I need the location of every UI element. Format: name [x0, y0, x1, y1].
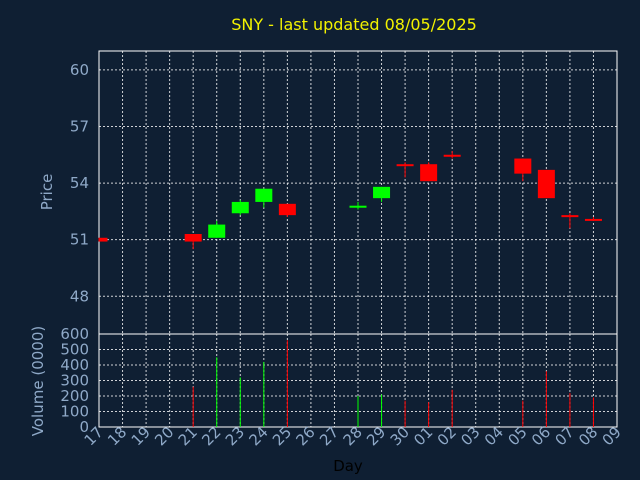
candle-body	[99, 237, 108, 242]
price-y-ticks: 48 51 54 57 60	[70, 61, 89, 305]
price-tick-label: 54	[70, 174, 89, 192]
volume-tick-label: 600	[60, 325, 89, 343]
x-axis-label: Day	[333, 457, 363, 475]
candle-body	[255, 188, 273, 202]
price-tick-label: 60	[70, 61, 89, 79]
candle-body	[396, 164, 414, 167]
price-tick-label: 57	[70, 117, 89, 135]
price-tick-label: 51	[70, 231, 89, 249]
volume-tick-label: 0	[79, 418, 89, 436]
candle-body	[373, 186, 391, 199]
candle-body	[208, 224, 226, 238]
price-tick-label: 48	[70, 287, 89, 305]
candle-body	[349, 205, 367, 208]
chart-title: SNY - last updated 08/05/2025	[231, 15, 477, 34]
candle-body	[231, 201, 249, 214]
volume-tick-label: 300	[60, 372, 89, 390]
candle-body	[537, 169, 555, 199]
volume-tick-label: 500	[60, 341, 89, 359]
candle-body	[443, 154, 461, 157]
candles	[98, 150, 602, 250]
candle-body	[278, 203, 296, 216]
volume-tick-label: 400	[60, 356, 89, 374]
volume-bars	[192, 340, 594, 427]
candle-body	[514, 158, 532, 174]
candle-body	[561, 215, 579, 218]
candle-body	[420, 164, 438, 182]
candle-body	[584, 218, 602, 221]
volume-tick-label: 100	[60, 403, 89, 421]
candle-body	[184, 234, 202, 242]
volume-tick-label: 200	[60, 387, 89, 405]
volume-axis-label: Volume (0000)	[29, 326, 47, 436]
price-axis-label: Price	[38, 174, 56, 211]
x-ticks: 1718192021222324252627282930010203040506…	[81, 423, 625, 449]
